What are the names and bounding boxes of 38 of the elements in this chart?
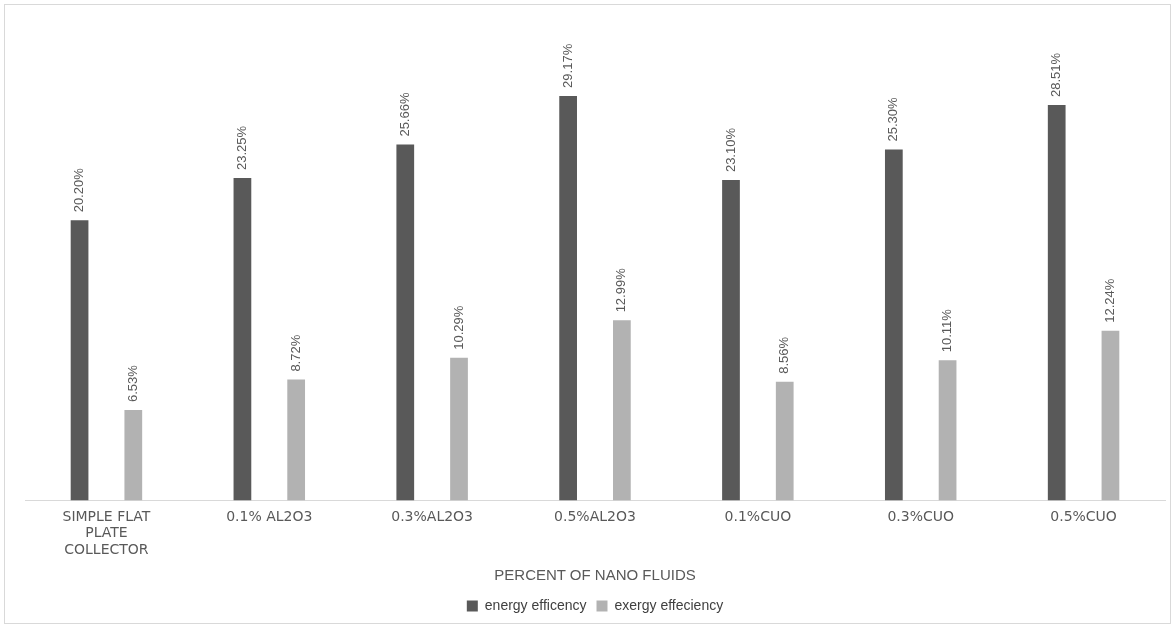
bar (450, 357, 468, 501)
data-label: 23.10% (722, 127, 738, 173)
data-label: 10.29% (450, 305, 466, 350)
data-label: 12.24% (1102, 278, 1118, 323)
x-axis-title: PERCENT OF NANO FLUIDS (494, 566, 696, 584)
data-label: 28.51% (1048, 52, 1064, 98)
x-tick-label: 0.1% AL2O3 (226, 507, 313, 524)
data-label: 20.20% (71, 167, 87, 213)
x-tick-label: 0.3%CUO (887, 507, 955, 524)
x-tick-label: SIMPLE FLAT PLATE COLLECTOR (62, 507, 151, 558)
bar (613, 320, 631, 501)
bar (287, 379, 306, 501)
bar (938, 360, 957, 501)
bar (1047, 105, 1066, 501)
legend-label: exergy effeciency (614, 596, 724, 613)
bar (70, 220, 89, 501)
data-label: 6.53% (124, 364, 140, 402)
bar (775, 381, 794, 501)
data-label: 12.99% (613, 267, 629, 313)
x-tick-label: 0.5%AL2O3 (554, 507, 636, 524)
data-label: 8.56% (776, 336, 792, 374)
legend-label: energy efficency (484, 596, 587, 613)
data-label: 25.66% (396, 92, 412, 137)
bar (884, 149, 903, 501)
bar (1101, 330, 1120, 501)
data-label: 10.11% (939, 308, 955, 353)
data-label: 25.30% (885, 97, 901, 142)
bar (124, 410, 143, 501)
x-tick-label: 0.3%AL2O3 (391, 507, 474, 524)
bar (396, 144, 415, 501)
bar (559, 95, 577, 501)
data-label: 29.17% (559, 43, 575, 88)
data-label: 8.72% (287, 334, 303, 372)
x-tick-label: 0.1%CUO (724, 507, 792, 524)
x-tick-label: 0.5%CUO (1050, 507, 1117, 524)
bar (722, 180, 740, 501)
data-label: 23.25% (233, 125, 249, 171)
bar (233, 178, 252, 501)
